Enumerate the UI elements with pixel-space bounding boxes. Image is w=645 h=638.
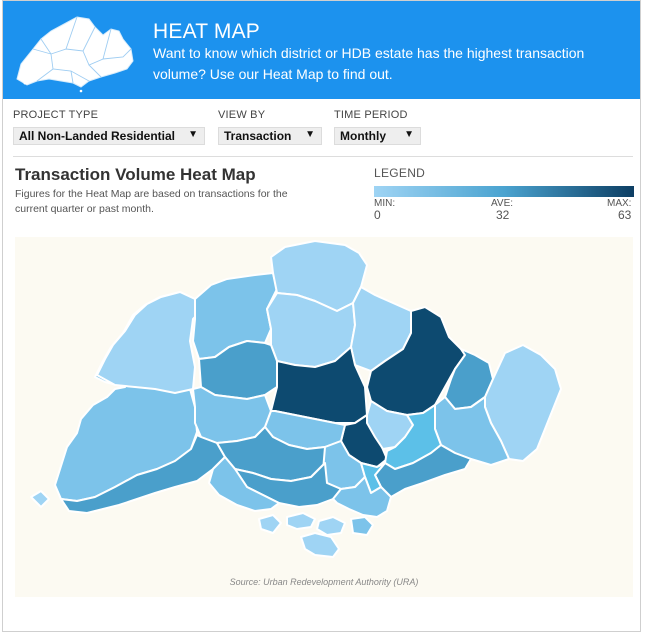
singapore-map-logo-icon <box>16 16 134 93</box>
district-region[interactable] <box>258 514 282 534</box>
legend-ave-label: AVE: <box>491 198 514 209</box>
district-region[interactable] <box>286 512 316 530</box>
view-by-label: VIEW BY <box>218 109 266 121</box>
banner: HEAT MAP Want to know which district or … <box>3 1 640 99</box>
district-region[interactable] <box>350 516 374 536</box>
time-period-filter: TIME PERIOD Monthly ▼ <box>334 109 421 145</box>
district-region[interactable] <box>332 476 392 518</box>
legend-min-value: 0 <box>374 208 381 222</box>
legend-max-label: MAX: <box>607 198 632 209</box>
view-by-filter: VIEW BY Transaction ▼ <box>218 109 322 145</box>
chevron-down-icon: ▼ <box>305 129 315 140</box>
district-region[interactable] <box>30 490 50 508</box>
district-region[interactable] <box>316 516 346 536</box>
time-period-select[interactable]: Monthly ▼ <box>334 127 421 145</box>
chevron-down-icon: ▼ <box>188 129 198 140</box>
project-type-select[interactable]: All Non-Landed Residential ▼ <box>13 127 205 145</box>
district-region[interactable] <box>192 272 278 360</box>
legend-title: LEGEND <box>374 166 426 180</box>
district-region[interactable] <box>208 456 280 512</box>
time-period-label: TIME PERIOD <box>334 109 408 121</box>
legend-max-value: 63 <box>618 208 632 222</box>
map-source: Source: Urban Redevelopment Authority (U… <box>229 577 419 587</box>
view-by-value: Transaction <box>224 129 292 143</box>
banner-description: Want to know which district or HDB estat… <box>153 45 585 82</box>
district-region[interactable] <box>96 291 204 394</box>
section-divider <box>13 156 633 157</box>
view-by-select[interactable]: Transaction ▼ <box>218 127 322 145</box>
project-type-filter: PROJECT TYPE All Non-Landed Residential … <box>13 109 205 145</box>
project-type-value: All Non-Landed Residential <box>19 129 176 143</box>
singapore-heat-map: Source: Urban Redevelopment Authority (U… <box>15 237 633 597</box>
time-period-value: Monthly <box>340 129 386 143</box>
project-type-label: PROJECT TYPE <box>13 109 99 121</box>
heatmap-title: Transaction Volume Heat Map <box>15 165 256 184</box>
legend-ave-value: 32 <box>496 208 510 222</box>
legend-gradient-bar <box>374 186 634 197</box>
district-region[interactable] <box>300 532 340 558</box>
chevron-down-icon: ▼ <box>404 129 414 140</box>
heatmap-description: Figures for the Heat Map are based on tr… <box>15 188 288 215</box>
banner-title: HEAT MAP <box>153 20 261 43</box>
map-svg <box>30 240 562 558</box>
legend-min-label: MIN: <box>374 198 396 209</box>
